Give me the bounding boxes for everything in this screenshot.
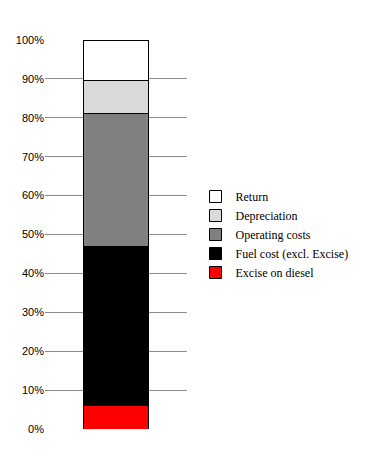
svg-text:90%: 90%	[22, 73, 44, 85]
svg-text:100%: 100%	[16, 34, 44, 46]
svg-text:60%: 60%	[22, 189, 44, 201]
svg-text:70%: 70%	[22, 151, 44, 163]
svg-text:Excise on diesel: Excise on diesel	[236, 266, 315, 280]
svg-text:20%: 20%	[22, 345, 44, 357]
svg-text:Fuel cost (excl. Excise): Fuel cost (excl. Excise)	[236, 247, 349, 261]
svg-text:0%: 0%	[28, 423, 44, 435]
svg-text:40%: 40%	[22, 267, 44, 279]
svg-text:50%: 50%	[22, 228, 44, 240]
svg-text:80%: 80%	[22, 112, 44, 124]
svg-text:Return: Return	[236, 190, 269, 204]
svg-text:Depreciation: Depreciation	[236, 209, 298, 223]
svg-text:Operating costs: Operating costs	[236, 228, 311, 242]
svg-text:30%: 30%	[22, 306, 44, 318]
svg-text:10%: 10%	[22, 384, 44, 396]
